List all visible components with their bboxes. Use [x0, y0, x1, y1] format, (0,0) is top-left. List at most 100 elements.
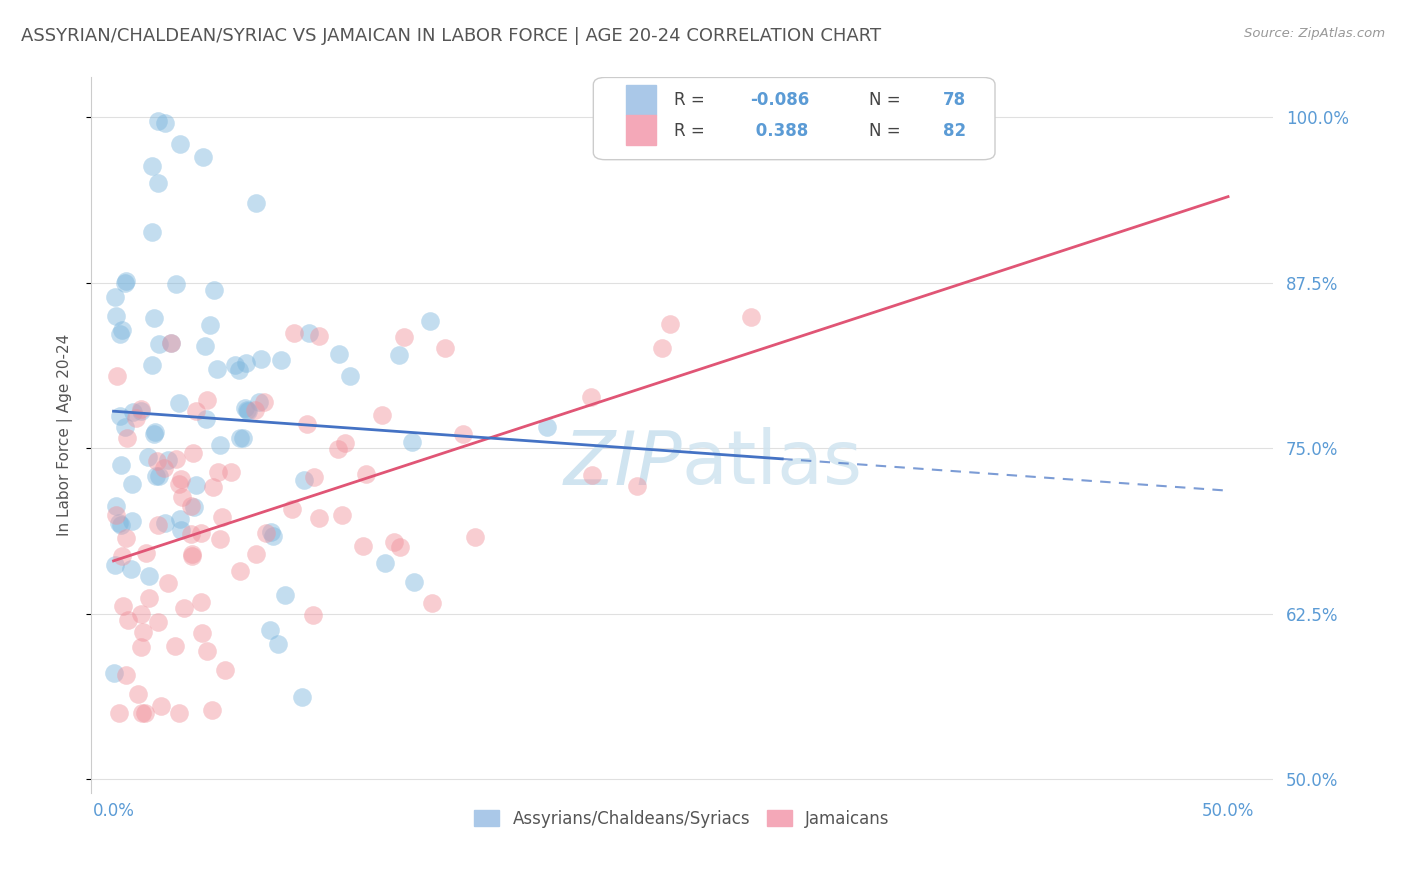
Point — [308, 329, 330, 343]
Point — [141, 359, 163, 373]
Point — [260, 524, 283, 539]
Point — [105, 368, 128, 383]
Point — [112, 599, 135, 614]
Point — [146, 615, 169, 629]
Point — [298, 326, 321, 340]
Point — [195, 644, 218, 658]
Point — [184, 404, 207, 418]
Point — [280, 501, 302, 516]
Point — [214, 663, 236, 677]
Point — [224, 358, 246, 372]
Point — [291, 690, 314, 705]
Point — [208, 438, 231, 452]
Point — [110, 458, 132, 472]
Point — [170, 472, 193, 486]
Point — [129, 404, 152, 418]
Point — [104, 499, 127, 513]
Point — [419, 314, 441, 328]
Point — [108, 326, 131, 341]
Point — [108, 516, 131, 530]
Point — [328, 442, 350, 457]
Point — [373, 556, 395, 570]
Text: atlas: atlas — [682, 427, 863, 500]
Point — [117, 613, 139, 627]
Point — [464, 530, 486, 544]
Point — [145, 454, 167, 468]
FancyBboxPatch shape — [627, 85, 657, 115]
Point — [273, 588, 295, 602]
Point — [165, 639, 187, 653]
Point — [170, 490, 193, 504]
Point — [308, 511, 330, 525]
Point — [229, 431, 252, 445]
FancyBboxPatch shape — [593, 78, 995, 160]
Point — [236, 403, 259, 417]
Point — [295, 417, 318, 431]
Point — [146, 518, 169, 533]
Point — [129, 607, 152, 621]
Text: 0.388: 0.388 — [751, 122, 808, 140]
Point — [104, 309, 127, 323]
Point — [245, 547, 267, 561]
Text: ZIP: ZIP — [564, 427, 682, 500]
Point — [247, 395, 270, 409]
Point — [146, 113, 169, 128]
Point — [149, 698, 172, 713]
Point — [180, 527, 202, 541]
Point — [159, 336, 181, 351]
Text: ASSYRIAN/CHALDEAN/SYRIAC VS JAMAICAN IN LABOR FORCE | AGE 20-24 CORRELATION CHAR: ASSYRIAN/CHALDEAN/SYRIAC VS JAMAICAN IN … — [21, 27, 882, 45]
Point — [115, 431, 138, 445]
Point — [111, 323, 134, 337]
Point — [143, 425, 166, 439]
Point — [382, 535, 405, 549]
Point — [202, 480, 225, 494]
Point — [121, 514, 143, 528]
Point — [339, 369, 361, 384]
Point — [152, 461, 174, 475]
FancyBboxPatch shape — [627, 115, 657, 145]
Point — [104, 558, 127, 572]
Point — [148, 336, 170, 351]
Point — [129, 402, 152, 417]
Point — [328, 347, 350, 361]
Point — [195, 393, 218, 408]
Point — [420, 596, 443, 610]
Point — [259, 624, 281, 638]
Point — [104, 290, 127, 304]
Point — [145, 469, 167, 483]
Point — [208, 532, 231, 546]
Point — [233, 401, 256, 416]
Point — [134, 706, 156, 721]
Point — [389, 540, 412, 554]
Point — [120, 562, 142, 576]
Point — [105, 508, 128, 522]
Point — [111, 549, 134, 564]
Point — [153, 116, 176, 130]
Point — [194, 338, 217, 352]
Point — [135, 546, 157, 560]
Point — [169, 523, 191, 537]
Point — [292, 473, 315, 487]
Point — [165, 277, 187, 291]
Point — [232, 432, 254, 446]
Point — [401, 435, 423, 450]
Point — [114, 420, 136, 434]
Point — [191, 626, 214, 640]
Point — [194, 412, 217, 426]
Point — [434, 341, 457, 355]
Point — [180, 500, 202, 514]
Point — [235, 356, 257, 370]
Point — [191, 150, 214, 164]
Point — [181, 549, 204, 563]
Point — [143, 427, 166, 442]
Point — [121, 477, 143, 491]
Point — [127, 687, 149, 701]
Point — [253, 394, 276, 409]
Text: N =: N = — [869, 91, 900, 110]
Point — [201, 703, 224, 717]
Point — [114, 276, 136, 290]
Point — [148, 469, 170, 483]
Point — [125, 410, 148, 425]
Point — [330, 508, 353, 522]
Text: N =: N = — [869, 122, 900, 140]
